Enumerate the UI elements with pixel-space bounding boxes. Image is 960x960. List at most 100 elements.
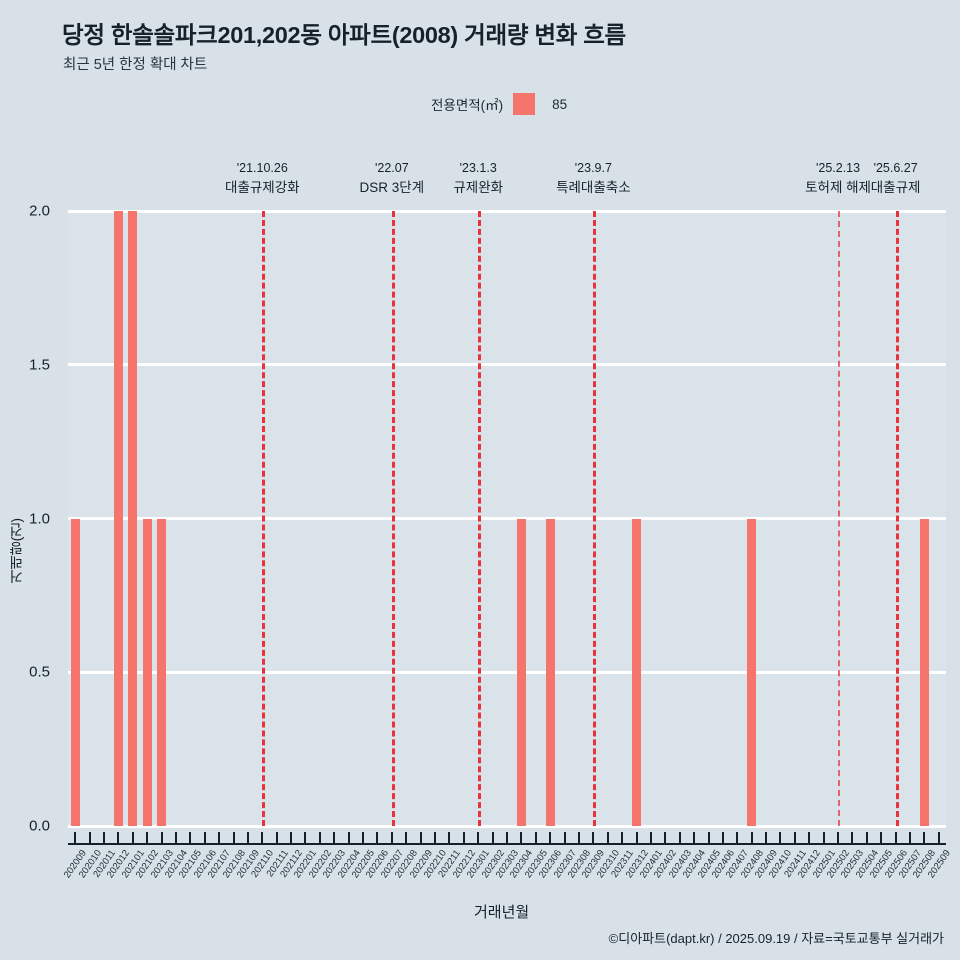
event-annotation: '25.2.13 토허제 해제 bbox=[805, 160, 871, 197]
x-axis-tick bbox=[203, 832, 206, 844]
x-axis-tick bbox=[707, 832, 710, 844]
x-axis-tick bbox=[779, 832, 782, 844]
plot-area bbox=[68, 209, 946, 828]
x-axis-tick bbox=[419, 832, 422, 844]
x-axis-tick bbox=[621, 832, 624, 844]
x-axis-tick bbox=[318, 832, 321, 844]
x-axis-tick bbox=[174, 832, 177, 844]
event-name: 토허제 해제 bbox=[805, 179, 871, 195]
x-axis-tick bbox=[865, 832, 868, 844]
event-date: '25.6.27 bbox=[873, 161, 918, 175]
x-axis-tick bbox=[592, 832, 595, 844]
x-axis-tick bbox=[74, 832, 77, 844]
x-axis-tick bbox=[721, 832, 724, 844]
x-axis-tick bbox=[563, 832, 566, 844]
x-axis-tick bbox=[347, 832, 350, 844]
bar bbox=[70, 518, 80, 826]
x-axis-tick bbox=[390, 832, 393, 844]
y-axis-title: 거래량(건) bbox=[8, 518, 24, 584]
x-axis-tick bbox=[246, 832, 249, 844]
footer-credit: ©디아파트(dapt.kr) / 2025.09.19 / 자료=국토교통부 실… bbox=[608, 931, 944, 946]
x-axis-tick bbox=[520, 832, 523, 844]
y-axis: 0.0 0.5 1.0 1.5 2.0 bbox=[0, 203, 60, 835]
x-axis-tick bbox=[808, 832, 811, 844]
event-annotation: '23.1.3 규제완화 bbox=[453, 160, 503, 197]
x-axis-tick bbox=[434, 832, 437, 844]
event-marker-line bbox=[895, 211, 899, 826]
event-name: DSR 3단계 bbox=[359, 179, 425, 195]
event-date: '25.2.13 bbox=[815, 161, 861, 175]
x-axis-tick bbox=[678, 832, 681, 844]
event-name: 대출규제 bbox=[870, 179, 921, 195]
x-axis-tick bbox=[304, 832, 307, 844]
x-axis-tick bbox=[923, 832, 926, 844]
event-name: 규제완화 bbox=[453, 179, 504, 195]
event-annotation: '23.9.7 특례대출축소 bbox=[556, 160, 631, 197]
x-axis-tick bbox=[635, 832, 638, 844]
x-axis-tick bbox=[606, 832, 609, 844]
legend-swatch-icon bbox=[513, 93, 536, 115]
y-axis-tick-label: 0.0 bbox=[29, 817, 50, 835]
bar bbox=[113, 211, 123, 826]
x-axis-tick bbox=[189, 832, 192, 844]
bar bbox=[919, 518, 929, 826]
x-axis-tick bbox=[88, 832, 91, 844]
event-annotation: '21.10.26 대출규제강화 bbox=[225, 160, 300, 197]
x-axis-tick bbox=[880, 832, 883, 844]
x-axis-tick bbox=[261, 832, 264, 844]
chart-legend: 전용면적(㎡) 85 bbox=[431, 92, 567, 116]
legend-title: 전용면적(㎡) bbox=[431, 98, 504, 113]
event-date: '22.07 bbox=[375, 161, 409, 175]
x-axis-tick bbox=[937, 832, 940, 844]
x-axis-tick bbox=[837, 832, 840, 844]
x-axis-tick bbox=[822, 832, 825, 844]
y-axis-tick-label: 1.5 bbox=[29, 356, 50, 374]
bar bbox=[157, 518, 167, 826]
x-axis-tick bbox=[649, 832, 652, 844]
gridline bbox=[68, 209, 946, 213]
x-axis-tick bbox=[405, 832, 408, 844]
x-axis-tick bbox=[750, 832, 753, 844]
gridline bbox=[68, 517, 946, 520]
x-axis-tick bbox=[117, 832, 120, 844]
x-axis-tick bbox=[693, 832, 696, 844]
x-axis-tick bbox=[549, 832, 552, 844]
x-axis-tick bbox=[448, 832, 451, 844]
event-marker-line bbox=[262, 211, 266, 826]
x-axis-tick bbox=[333, 832, 336, 844]
x-axis-tick bbox=[577, 832, 580, 844]
y-axis-tick-label: 0.5 bbox=[29, 663, 50, 681]
x-axis-tick bbox=[736, 832, 739, 844]
x-axis-tick bbox=[290, 832, 293, 844]
event-marker-line bbox=[391, 211, 395, 826]
event-annotation: '22.07 DSR 3단계 bbox=[360, 160, 425, 197]
legend-series-label: 85 bbox=[552, 96, 568, 112]
x-axis-title: 거래년월 bbox=[474, 904, 530, 921]
bar bbox=[142, 518, 152, 826]
x-axis-tick bbox=[275, 832, 278, 844]
event-annotation: '25.6.27 대출규제 bbox=[871, 160, 921, 197]
x-axis-tick bbox=[462, 832, 465, 844]
x-axis-tick bbox=[376, 832, 379, 844]
y-axis-tick-label: 1.0 bbox=[29, 510, 50, 527]
x-axis-tick bbox=[362, 832, 365, 844]
chart-subtitle: 최근 5년 한정 확대 차트 bbox=[63, 57, 208, 73]
event-date: '23.1.3 bbox=[459, 161, 497, 175]
event-date: '21.10.26 bbox=[236, 161, 288, 175]
gridline bbox=[68, 363, 946, 367]
x-axis-tick bbox=[909, 832, 912, 844]
x-axis-tick bbox=[793, 832, 796, 844]
bar bbox=[747, 518, 757, 826]
y-axis-tick-label: 2.0 bbox=[29, 202, 50, 220]
x-axis-tick bbox=[491, 832, 494, 844]
page-title: 당정 한솔솔파크201,202동 아파트(2008) 거래량 변화 흐름 bbox=[62, 22, 626, 48]
bar bbox=[516, 518, 526, 826]
x-axis-tick bbox=[131, 832, 134, 844]
x-axis-tick bbox=[506, 832, 508, 844]
gridline bbox=[68, 670, 946, 674]
x-axis-tick bbox=[765, 832, 768, 844]
event-marker-line bbox=[478, 211, 482, 826]
x-axis-tick bbox=[232, 832, 235, 844]
event-marker-line bbox=[838, 211, 841, 826]
x-axis-tick bbox=[218, 832, 221, 844]
